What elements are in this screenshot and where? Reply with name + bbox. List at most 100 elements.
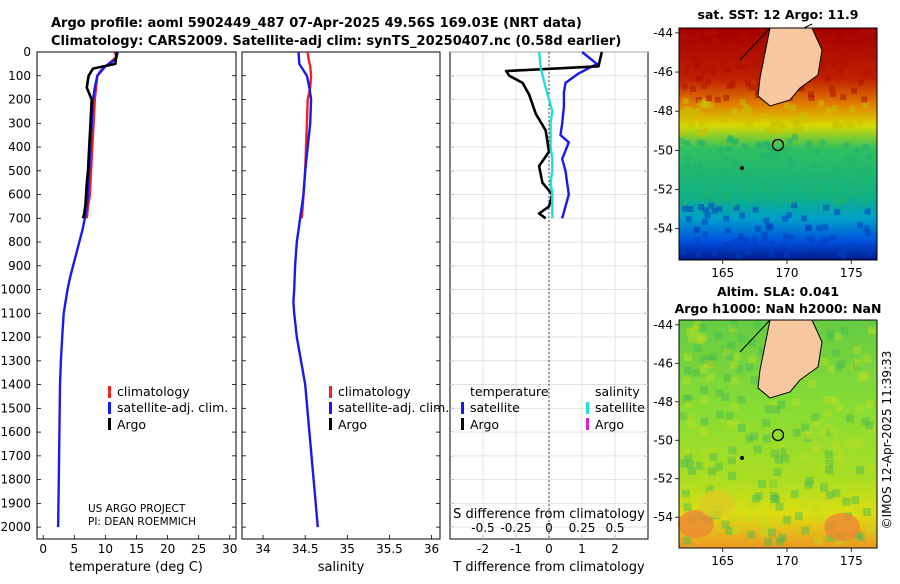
sst-pixel (848, 191, 855, 198)
sla-pixel (775, 502, 784, 511)
sst-pixel (861, 28, 868, 35)
sst-pixel (763, 113, 770, 120)
sla-pixel (704, 359, 713, 368)
sst-pixel (810, 162, 817, 169)
sla-pixel (856, 374, 865, 383)
sst-pixel (683, 62, 690, 69)
map-y-tick-label: -44 (653, 318, 673, 332)
sla-pixel (858, 371, 867, 380)
sst-pixel (765, 195, 772, 201)
sst-pixel (809, 174, 816, 181)
sst-pixel (724, 227, 731, 234)
sla-pixel (769, 479, 778, 488)
sst-pixel (723, 169, 730, 176)
sla-pixel (866, 484, 875, 493)
sla-pixel (723, 374, 732, 383)
sla-pixel (764, 405, 773, 413)
sst-pixel (714, 96, 721, 103)
sst-pixel (707, 102, 714, 109)
imos-timestamp: ©IMOS 12-Apr-2025 11:39:33 (880, 351, 894, 530)
sla-pixel (770, 494, 779, 503)
sla-pixel (835, 404, 844, 413)
sst-pixel (756, 141, 763, 148)
sst-pixel (801, 176, 808, 182)
sla-pixel (853, 530, 862, 539)
legend-climatology: climatology (117, 384, 190, 399)
sst-pixel (853, 190, 859, 197)
sst-pixel (845, 121, 852, 128)
sst-pixel (857, 222, 863, 229)
sst-pixel (752, 206, 759, 213)
sst-pixel (789, 161, 795, 168)
sla-pixel (691, 326, 699, 335)
sst-pixel (804, 116, 811, 123)
sst-pixel (732, 107, 738, 114)
sla-pixel (856, 466, 865, 475)
x2-tick-label: -0.25 (500, 521, 531, 535)
sst-pixel (790, 202, 797, 209)
sla-pixel (824, 450, 833, 459)
sst-pixel (849, 242, 856, 249)
sst-pixel (730, 244, 737, 251)
sla-pixel (853, 345, 861, 354)
sla-pixel (735, 365, 744, 374)
sst-pixel (693, 227, 700, 234)
sla-pixel (825, 459, 834, 468)
sla-pixel (699, 333, 708, 342)
sla-pixel (683, 353, 692, 362)
sla-pixel (681, 448, 690, 457)
sla-pixel (731, 418, 740, 427)
sla-pixel (748, 502, 757, 511)
depth-tick-label: 500 (8, 164, 31, 178)
sst-pixel (684, 163, 691, 170)
sst-pixel (832, 105, 838, 112)
series-t-satellite (559, 51, 599, 219)
map-x-tick-label: 170 (776, 554, 799, 568)
sst-pixel (761, 186, 768, 193)
sla-pixel (863, 508, 872, 516)
map-x-tick-label: 175 (840, 554, 863, 568)
depth-tick-label: 300 (8, 116, 31, 130)
sla-pixel (790, 489, 799, 498)
sla-pixel (727, 456, 736, 465)
sst-pixel (805, 225, 812, 232)
sst-pixel (866, 250, 873, 257)
x-tick-label-salinity: 35 (340, 542, 355, 556)
sst-pixel (844, 156, 851, 163)
island-marker (740, 456, 744, 460)
sst-pixel (679, 129, 685, 136)
sst-pixel (790, 173, 797, 179)
sst-pixel (735, 55, 742, 62)
sla-pixel (707, 360, 716, 369)
sst-pixel (797, 125, 804, 132)
sst-pixel (747, 119, 754, 126)
sst-pixel (782, 232, 789, 239)
sla-pixel (777, 400, 786, 409)
sla-pixel (700, 427, 709, 436)
sla-map-title-1: Altim. SLA: 0.041 (717, 284, 839, 299)
sst-map-ticks: -44 -46 -48 -50 -52 -54 165 170 175 (653, 26, 862, 280)
sst-pixel (732, 160, 739, 167)
sst-pixel (701, 83, 708, 90)
x-tick-label-salinity: 34.5 (292, 542, 319, 556)
depth-tick-label: 800 (8, 235, 31, 249)
sla-pixel (827, 333, 836, 342)
sst-pixel (705, 95, 712, 102)
sst-pixel (861, 96, 868, 103)
sla-pixel (831, 397, 840, 406)
sst-pixel (843, 142, 850, 149)
legend-satellite: satellite-adj. clim. (117, 400, 228, 415)
sst-pixel (864, 208, 871, 215)
sst-pixel (722, 241, 729, 248)
sla-pixel (794, 511, 803, 520)
sla-pixel (778, 447, 787, 456)
sla-pixel (769, 500, 778, 509)
sst-pixel (796, 114, 803, 121)
sst-pixel (762, 179, 768, 186)
sla-pixel (694, 332, 703, 341)
sst-pixel (800, 111, 807, 118)
difference-xlabel: T difference from climatology (452, 560, 645, 575)
sla-map-frame (678, 319, 878, 549)
sst-pixel (824, 43, 831, 50)
sla-pixel (820, 483, 829, 492)
